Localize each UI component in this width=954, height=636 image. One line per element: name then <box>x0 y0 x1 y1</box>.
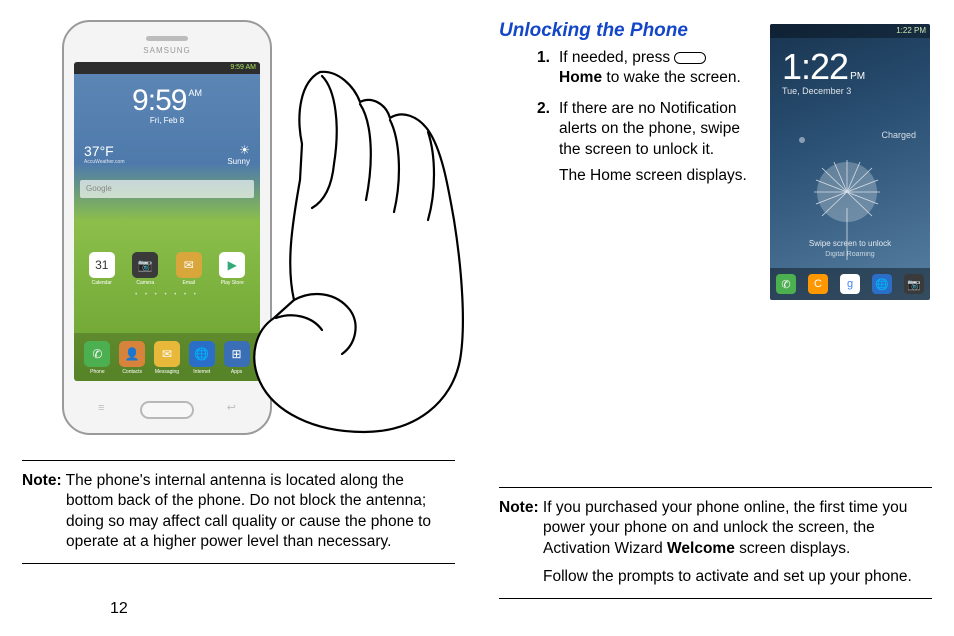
clock-ampm: AM <box>188 88 202 98</box>
app-icon-label: Email <box>182 280 195 286</box>
steps-wrap: 1. If needed, press Home to wake the scr… <box>499 48 754 187</box>
app-icon-glyph: 31 <box>89 252 115 278</box>
home-button <box>140 401 194 419</box>
note-bold: Welcome <box>667 540 735 557</box>
app-icon: 31 Calendar <box>85 252 119 286</box>
weather-temp: 37°F <box>84 143 124 159</box>
lock-dock: ✆ Cg 🌐 📷 <box>770 268 930 300</box>
note-label: Note: <box>499 499 539 516</box>
lock-date: Tue, December 3 <box>782 86 865 96</box>
app-icon-label: Calendar <box>92 280 112 286</box>
lock-dock-icon: C <box>808 274 828 294</box>
lock-status-bar: 1:22 PM <box>770 24 930 38</box>
app-icon-label: Contacts <box>122 369 142 375</box>
step-text-post: to wake the screen. <box>606 69 740 86</box>
divider <box>22 563 455 564</box>
menu-softkey-icon: ≡ <box>98 402 104 414</box>
lock-dock-icon: 🌐 <box>872 274 892 294</box>
lock-time: 1:22 <box>782 46 848 87</box>
step-2: 2. If there are no Notification alerts o… <box>537 99 754 187</box>
lock-screen-screenshot: 1:22 PM 1:22PM Tue, December 3 Charged <box>770 24 930 300</box>
phone-brand: SAMSUNG <box>143 46 190 55</box>
divider <box>22 460 455 461</box>
carrier-text: Digital Roaming <box>770 251 930 258</box>
step-number: 2. <box>537 99 550 119</box>
note-text-c: Follow the prompts to activate and set u… <box>499 567 932 587</box>
home-key-icon <box>674 52 706 64</box>
right-column: Unlocking the Phone 1. If needed, press … <box>477 0 954 636</box>
phone-hand-illustration: SAMSUNG 9:59 AM 9:59AM Fri, Feb 8 37°F <box>62 20 455 450</box>
app-icon-glyph: ✉ <box>154 341 180 367</box>
step-text: If there are no Notification alerts on t… <box>559 100 740 158</box>
app-icon: ✉ Email <box>172 252 206 286</box>
weather-source: AccuWeather.com <box>84 159 124 165</box>
manual-page: SAMSUNG 9:59 AM 9:59AM Fri, Feb 8 37°F <box>0 0 954 636</box>
step-subtext: The Home screen displays. <box>559 166 754 186</box>
app-icon: 👤 Contacts <box>115 341 149 375</box>
note-text-b: screen displays. <box>735 540 850 557</box>
clock-time: 9:59 <box>132 84 186 117</box>
step-number: 1. <box>537 48 550 68</box>
hand-illustration <box>204 60 474 440</box>
divider <box>499 487 932 488</box>
app-icon: 📷 Camera <box>128 252 162 286</box>
step-text-pre: If needed, press <box>559 49 674 66</box>
step-1: 1. If needed, press Home to wake the scr… <box>537 48 754 89</box>
antenna-note: Note: The phone's internal antenna is lo… <box>22 471 455 553</box>
app-icon-label: Camera <box>136 280 154 286</box>
page-number: 12 <box>110 600 128 618</box>
earpiece <box>146 36 188 41</box>
steps-list: 1. If needed, press Home to wake the scr… <box>499 48 754 187</box>
app-icon-glyph: ✆ <box>84 341 110 367</box>
divider <box>499 598 932 599</box>
lock-clock: 1:22PM Tue, December 3 <box>782 46 865 96</box>
lock-dock-icon: ✆ <box>776 274 796 294</box>
app-icon-label: Phone <box>90 369 104 375</box>
app-icon: ✉ Messaging <box>150 341 184 375</box>
app-icon: ✆ Phone <box>80 341 114 375</box>
activation-note-area: Note: If you purchased your phone online… <box>499 487 932 599</box>
swipe-hint: Swipe screen to unlock <box>770 239 930 248</box>
note-text: The phone's internal antenna is located … <box>66 472 431 550</box>
home-key-label: Home <box>559 69 602 86</box>
app-icon-glyph: ✉ <box>176 252 202 278</box>
lock-status-time: 1:22 PM <box>896 26 926 35</box>
left-column: SAMSUNG 9:59 AM 9:59AM Fri, Feb 8 37°F <box>0 0 477 636</box>
app-icon-glyph: 📷 <box>132 252 158 278</box>
lock-dock-icon: 📷 <box>904 274 924 294</box>
activation-note: Note: If you purchased your phone online… <box>499 498 932 588</box>
lock-ampm: PM <box>850 71 865 82</box>
note-label: Note: <box>22 472 62 489</box>
lock-dock-icon: g <box>840 274 860 294</box>
app-icon-glyph: 👤 <box>119 341 145 367</box>
app-icon-label: Messaging <box>155 369 179 375</box>
